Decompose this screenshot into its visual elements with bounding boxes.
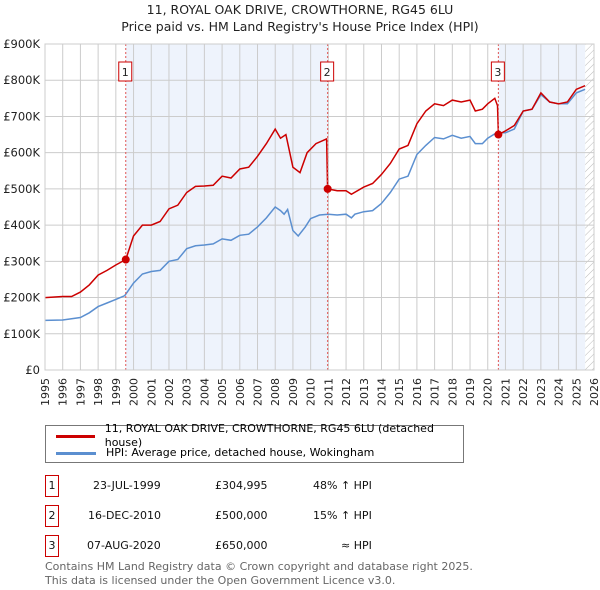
plot-frame — [44, 43, 595, 371]
y-tick-label: £200K — [3, 291, 40, 305]
sale-marker-label: 1 — [122, 66, 129, 79]
legend-swatch-property — [56, 434, 95, 438]
x-tick-label: 2010 — [305, 378, 318, 406]
sale-row: 1 23-JUL-1999 £304,995 48% ↑ HPI — [45, 475, 465, 497]
x-tick-label: 2005 — [216, 378, 229, 406]
x-tick-label: 2015 — [393, 378, 406, 406]
chart-title: 11, ROYAL OAK DRIVE, CROWTHORNE, RG45 6L… — [146, 2, 454, 17]
x-tick-label: 1999 — [110, 378, 123, 406]
sale-price: £304,995 — [215, 479, 268, 492]
y-tick-label: £800K — [3, 73, 40, 87]
sale-row: 3 07-AUG-2020 £650,000 ≈ HPI — [45, 535, 465, 557]
sale-marker-box — [118, 61, 133, 82]
x-tick-label: 1996 — [57, 378, 70, 406]
x-tick-label: 2003 — [181, 378, 194, 406]
sale-date: 07-AUG-2020 — [87, 539, 161, 552]
footer-licence: This data is licensed under the Open Gov… — [45, 574, 396, 587]
x-tick-label: 2017 — [429, 378, 442, 406]
y-tick-label: £700K — [3, 109, 40, 123]
x-tick-label: 2013 — [358, 378, 371, 406]
sale-hpi: ≈ HPI — [341, 539, 372, 552]
sale-point — [323, 184, 332, 193]
legend-label-hpi: HPI: Average price, detached house, Woki… — [106, 446, 375, 459]
x-tick-label: 2008 — [269, 378, 282, 406]
x-tick-label: 1998 — [92, 378, 105, 406]
sale-hpi: 15% ↑ HPI — [313, 509, 372, 522]
legend-label-property: 11, ROYAL OAK DRIVE, CROWTHORNE, RG45 6L… — [104, 422, 434, 449]
y-tick-label: £600K — [3, 146, 40, 160]
x-tick-label: 1997 — [74, 378, 87, 406]
x-tick-label: 2023 — [535, 378, 548, 406]
sale-marker-label: 3 — [494, 66, 501, 79]
x-tick-label: 2019 — [464, 378, 477, 406]
sale-date: 23-JUL-1999 — [93, 479, 161, 492]
legend: 11, ROYAL OAK DRIVE, CROWTHORNE, RG45 6L… — [45, 422, 464, 463]
x-tick-label: 2002 — [163, 378, 176, 406]
sale-point — [494, 130, 503, 139]
x-tick-label: 2020 — [482, 378, 495, 406]
sale-hpi: 48% ↑ HPI — [313, 479, 372, 492]
y-tick-label: £300K — [3, 254, 40, 268]
property-price-line — [44, 85, 586, 299]
forecast-hatch — [585, 44, 594, 370]
x-tick-label: 2025 — [570, 378, 583, 406]
y-tick-label: £0 — [25, 363, 40, 377]
x-tick-label: 2006 — [234, 378, 247, 406]
footer-copyright: Contains HM Land Registry data © Crown c… — [45, 560, 473, 573]
x-tick-label: 1995 — [39, 378, 52, 406]
sale-price: £500,000 — [215, 509, 268, 522]
sale-marker-badge: 1 — [45, 475, 59, 497]
price-chart: 1995 1996 1997 1998 1999 2000 2001 2002 2003 2004… — [3, 37, 600, 406]
sale-marker-label: 2 — [324, 66, 331, 79]
sale-marker-box — [490, 61, 505, 82]
x-tick-label: 2018 — [446, 378, 459, 406]
y-tick-label: £400K — [3, 218, 40, 232]
x-tick-label: 2011 — [322, 378, 335, 406]
legend-swatch-hpi — [56, 451, 96, 455]
x-tick-label: 2016 — [411, 378, 424, 406]
x-tick-label: 2001 — [145, 378, 158, 406]
y-tick-label: £500K — [3, 182, 40, 196]
x-tick-label: 2004 — [198, 378, 211, 406]
y-tick-label: £900K — [3, 37, 40, 51]
sale-point — [121, 255, 130, 264]
x-tick-label: 2021 — [499, 378, 512, 406]
chart-subtitle: Price paid vs. HM Land Registry's House … — [121, 19, 479, 34]
sale-marker-box — [320, 61, 335, 82]
sale-marker-badge: 2 — [45, 505, 59, 527]
sale-row: 2 16-DEC-2010 £500,000 15% ↑ HPI — [45, 505, 465, 527]
x-tick-label: 2014 — [375, 378, 388, 406]
shaded-period — [125, 44, 328, 370]
x-tick-label: 2026 — [588, 378, 600, 406]
y-tick-label: £100K — [3, 327, 40, 341]
sale-price: £650,000 — [215, 539, 268, 552]
x-tick-label: 2024 — [553, 378, 566, 406]
x-tick-label: 2022 — [517, 378, 530, 406]
sale-date: 16-DEC-2010 — [88, 509, 162, 522]
x-tick-label: 2009 — [287, 378, 300, 406]
hpi-line — [44, 88, 586, 322]
x-tick-label: 2000 — [128, 378, 141, 406]
x-tick-label: 2007 — [252, 378, 265, 406]
sale-marker-badge: 3 — [45, 535, 59, 557]
x-tick-label: 2012 — [340, 378, 353, 406]
